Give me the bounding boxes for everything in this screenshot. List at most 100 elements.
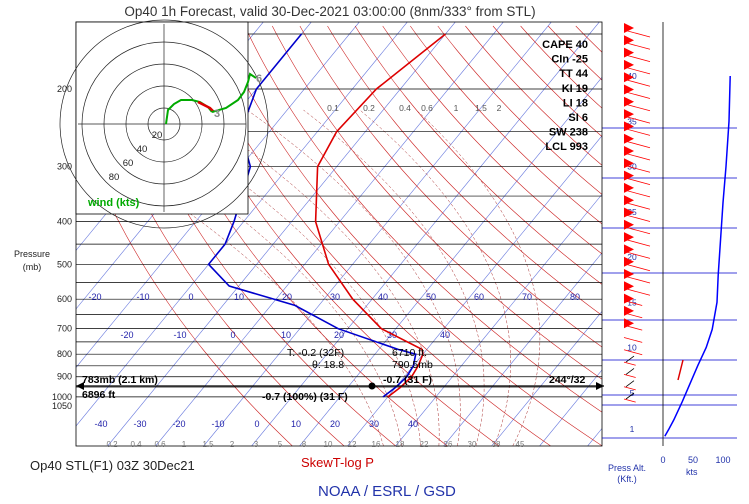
isotherm-line [76, 22, 312, 310]
pressure-axis-label-line1: Pressure [14, 249, 51, 259]
wind-barb-staff [623, 91, 651, 99]
pressure-tick-label: 800 [57, 349, 72, 359]
temperature-tick-label: 40 [440, 330, 450, 340]
wind-barb-staff [623, 115, 651, 124]
wind-speed-tick: 50 [688, 455, 698, 465]
wind-barb-pennant [624, 293, 634, 304]
stability-indices: CAPE 40 CIn -25 TT 44 KI 19 LI 18 SI 6 SW 238 L… [542, 39, 589, 153]
moist-adiabat-line [77, 109, 403, 446]
parcel-temperature-text: T: -0.2 (32F) [287, 347, 344, 359]
wind-barb-pennant [624, 146, 634, 156]
temperature-tick-label: -20 [120, 330, 133, 340]
mixing-ratio-label: 3 [254, 440, 259, 449]
isotherm-line [0, 22, 23, 446]
stat-tt: TT 44 [559, 68, 589, 80]
stat-ki: KI 19 [562, 83, 588, 95]
wind-barb-pennant [624, 133, 634, 144]
moist-adiabat-line [416, 109, 541, 446]
wind-barb-pennant [624, 256, 634, 267]
wind-barb-staff [623, 189, 651, 198]
wind-barb-staff [623, 66, 651, 75]
dry-adiabat-line [327, 25, 602, 316]
altitude-label: 35 [627, 116, 637, 126]
hodograph-trace-lower [197, 100, 215, 113]
cursor-right-marker [596, 382, 604, 390]
stat-sw: SW 238 [549, 127, 588, 139]
stat-cin: CIn -25 [551, 54, 588, 66]
wind-profile-highlight [677, 359, 684, 381]
wind-speed-tick: 100 [715, 455, 730, 465]
dry-adiabat-line [216, 25, 602, 446]
press-alt-label: Press Alt. (Kft.) [608, 463, 646, 485]
dry-adiabat-line [244, 25, 602, 413]
wind-barb-pennant [624, 96, 634, 107]
wind-barb-staff [623, 361, 636, 366]
cursor-point [368, 382, 376, 390]
temperature-tick-label: 30 [387, 330, 397, 340]
wind-barb-staff [623, 398, 636, 403]
altitude-label: 40 [627, 71, 637, 81]
temperature-tick-label: -20 [172, 419, 185, 429]
wind-barb-staff [623, 177, 651, 185]
isotherm-line [636, 22, 749, 446]
moist-adiabat-line [359, 109, 511, 446]
temperature-tick-label: 80 [570, 292, 580, 302]
station-footer: Op40 STL(F1) 03Z 30Dec21 [30, 458, 195, 473]
pressure-tick-label: 600 [57, 294, 72, 304]
temperature-tick-label: 20 [334, 330, 344, 340]
wind-barb-staff [623, 226, 651, 235]
cursor-left-marker [76, 382, 84, 390]
mixing-ratio-label: 0.4 [130, 440, 142, 449]
wind-barb-feather [625, 355, 635, 363]
mixing-ratio-label: 8 [302, 440, 307, 449]
mixing-ratio-label: 0.2 [106, 440, 118, 449]
skewt-link[interactable]: SkewT-log P [301, 455, 374, 470]
wind-barb-pennant [624, 207, 634, 218]
wind-barb-staff [623, 128, 651, 136]
wind-barb-pennant [624, 219, 634, 230]
wind-barb-staff [623, 251, 651, 259]
pressure-tick-label: 300 [57, 162, 72, 172]
mixing-ratio-label: 1 [182, 440, 187, 449]
dry-adiabat-line [76, 120, 293, 446]
chart-title: Op40 1h Forecast, valid 30-Dec-2021 03:0… [124, 4, 536, 19]
wind-barb-pennant [624, 305, 634, 316]
wind-barb-staff [623, 54, 651, 62]
temperature-profile [314, 33, 446, 398]
moist-adiabat-line [76, 140, 384, 446]
mixing-ratio-label: 16 [372, 440, 381, 449]
dry-adiabat-line [437, 25, 602, 195]
dry-adiabat-line [410, 25, 602, 225]
temperature-tick-label: 0 [230, 330, 235, 340]
wind-barb-pennant [624, 109, 634, 120]
wind-barb-staff [623, 29, 651, 38]
temperature-tick-label: 40 [408, 419, 418, 429]
mixing-ratio-label: 2 [230, 440, 235, 449]
wind-barb-staff [623, 214, 651, 222]
dry-adiabat-line [465, 25, 602, 166]
wind-barbs [623, 23, 651, 403]
wind-barb-staff [623, 287, 651, 296]
isotherm-line [347, 135, 602, 446]
parcel-pressure-text: 790.5mb [392, 359, 433, 371]
isotherm-line [76, 22, 360, 368]
wind-barb-staff [623, 152, 651, 161]
wind-barb-pennant [624, 59, 634, 70]
dry-adiabat-line [382, 25, 602, 255]
wind-barb-feather [625, 368, 635, 375]
cursor-dewpoint-text: -0.7 (100%) (31 F) [262, 391, 348, 403]
temperature-tick-label: -10 [173, 330, 186, 340]
temperature-tick-label: -30 [133, 419, 146, 429]
temperature-tick-label: 10 [291, 419, 301, 429]
mixing-ratio-label: 30 [468, 440, 477, 449]
temperature-tick-label: -40 [94, 419, 107, 429]
wind-barb-pennant [624, 23, 634, 33]
mixing-ratio-label: 26 [444, 440, 453, 449]
isotherm-line [443, 252, 602, 446]
mixing-ratio-label: 0.2 [363, 103, 375, 113]
temperature-tick-label: 20 [330, 419, 340, 429]
wind-barb-staff [623, 386, 636, 391]
isotherm-line [299, 76, 602, 446]
